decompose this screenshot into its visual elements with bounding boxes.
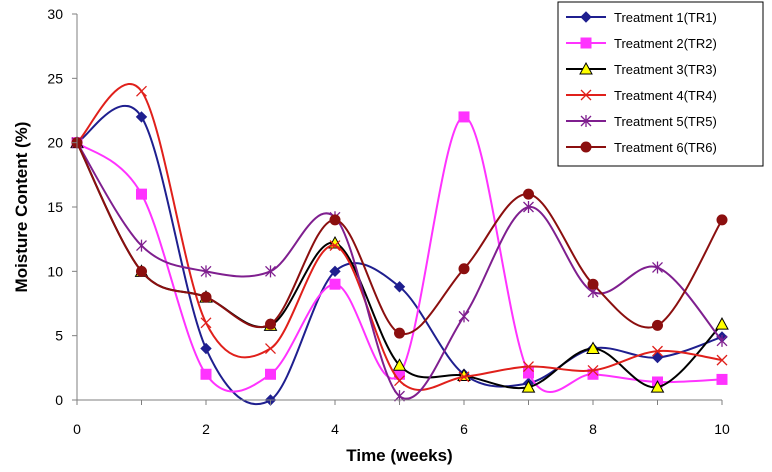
data-point [136, 85, 147, 97]
x-axis-title: Time (weeks) [346, 446, 452, 465]
series-tr5 [71, 136, 728, 403]
data-point [587, 278, 599, 290]
y-tick-label: 30 [47, 6, 63, 22]
data-point [200, 317, 212, 329]
data-point [265, 265, 276, 278]
data-point [200, 265, 212, 278]
plot-area [70, 83, 729, 406]
data-point [458, 111, 470, 123]
data-point [458, 310, 470, 323]
x-tick-label: 4 [331, 421, 339, 437]
data-point [393, 281, 406, 293]
data-point [716, 373, 728, 385]
data-point [716, 214, 728, 226]
legend-swatch-marker [580, 89, 592, 101]
data-point [329, 240, 341, 252]
legend-label: Treatment 3(TR3) [614, 62, 717, 77]
series-line [76, 142, 723, 335]
legend-swatch-marker [580, 11, 592, 23]
data-point [329, 265, 341, 278]
data-point [265, 318, 276, 330]
legend-item: Treatment 4(TR4) [566, 88, 717, 103]
data-point [652, 345, 663, 357]
y-tick-label: 5 [55, 328, 63, 344]
data-point [586, 341, 600, 355]
y-tick-label: 0 [55, 392, 63, 408]
y-tick-label: 10 [47, 263, 63, 279]
x-tick-label: 6 [460, 421, 468, 437]
x-tick-label: 8 [589, 421, 597, 437]
legend-label: Treatment 6(TR6) [614, 140, 717, 155]
data-point [523, 188, 534, 200]
legend-item: Treatment 1(TR1) [566, 10, 717, 25]
data-point [394, 375, 405, 387]
data-point [200, 368, 212, 380]
y-tick-label: 15 [47, 199, 63, 215]
legend-label: Treatment 2(TR2) [614, 36, 717, 51]
data-point [523, 367, 534, 379]
legend-swatch-marker [580, 37, 592, 49]
legend-swatch-marker [579, 61, 593, 75]
data-point [652, 261, 663, 274]
x-tick-label: 10 [714, 421, 730, 437]
data-point [329, 278, 341, 290]
legend-item: Treatment 5(TR5) [566, 114, 717, 129]
data-point [587, 368, 599, 380]
legend-label: Treatment 1(TR1) [614, 10, 717, 25]
data-point [651, 351, 664, 364]
legend-swatch-marker [580, 115, 592, 127]
x-tick-label: 0 [73, 421, 81, 437]
data-point [716, 354, 728, 366]
data-point [716, 334, 728, 347]
y-axis-title: Moisture Content (%) [12, 122, 31, 293]
data-point [458, 371, 470, 383]
data-point [521, 380, 536, 393]
data-point [136, 188, 147, 200]
data-point [587, 364, 599, 376]
data-point [200, 342, 212, 355]
data-point [200, 291, 212, 303]
data-point [523, 361, 534, 373]
data-point [650, 380, 665, 393]
y-tick-label: 25 [47, 70, 63, 86]
y-ticks: 0 5 10 15 20 25 30 [47, 6, 77, 408]
legend-item: Treatment 2(TR2) [566, 36, 717, 51]
data-point [715, 317, 729, 330]
legend-label: Treatment 5(TR5) [614, 114, 717, 129]
data-point [523, 201, 534, 213]
legend-item: Treatment 3(TR3) [566, 61, 717, 77]
legend: Treatment 1(TR1) Treatment 2(TR2) Treatmen… [557, 1, 764, 167]
series-tr6 [71, 137, 728, 339]
data-point [458, 263, 470, 275]
y-tick-label: 20 [47, 135, 63, 151]
data-point [652, 319, 663, 331]
legend-item: Treatment 6(TR6) [566, 140, 717, 155]
data-point [136, 239, 147, 252]
x-ticks: 0 2 4 6 8 10 [73, 400, 730, 437]
legend-swatch-marker [580, 141, 592, 153]
data-point [392, 358, 407, 371]
data-point [136, 265, 147, 277]
legend-label: Treatment 4(TR4) [614, 88, 717, 103]
data-point [265, 368, 276, 380]
data-point [329, 214, 341, 226]
legend-box [557, 1, 764, 167]
data-point [265, 343, 276, 354]
x-tick-label: 2 [202, 421, 210, 437]
data-point [135, 111, 148, 123]
data-point [394, 327, 405, 339]
